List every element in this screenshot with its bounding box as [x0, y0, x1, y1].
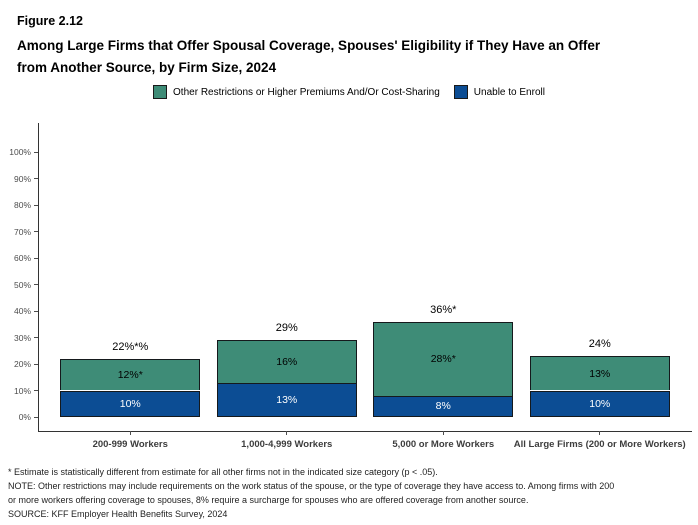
bar-segment: 13%	[216, 382, 357, 417]
y-axis-tick-label: 50%	[13, 279, 31, 290]
y-axis-tick-label: 30%	[13, 332, 31, 343]
x-axis-tick	[442, 431, 444, 435]
footnotes: * Estimate is statistically different fr…	[8, 465, 694, 521]
x-axis-category-label: 5,000 or More Workers	[392, 439, 495, 450]
y-axis-tick	[34, 231, 38, 232]
bar-segment: 10%	[529, 390, 670, 417]
x-axis-tick	[599, 431, 601, 435]
legend-item: Unable to Enroll	[453, 85, 545, 99]
y-axis-tick-label: 20%	[13, 359, 31, 369]
y-axis-tick	[34, 204, 38, 206]
bar-total-label: 22%*%	[112, 340, 149, 353]
y-axis-tick-label: 70%	[13, 226, 31, 237]
y-axis-tick	[34, 390, 38, 391]
footnote-line: or more workers offering coverage to spo…	[8, 495, 529, 505]
y-axis-line	[38, 123, 39, 431]
bar-segment: 16%	[216, 340, 357, 383]
x-axis-category-label: 1,000-4,999 Workers	[241, 439, 333, 450]
y-axis-tick-label: 40%	[13, 306, 31, 316]
y-axis-tick	[34, 337, 38, 338]
y-axis-tick-label: 100%	[9, 147, 31, 157]
y-axis-tick	[34, 363, 38, 365]
y-axis-tick	[34, 284, 38, 285]
y-axis-tick-label: 60%	[13, 253, 31, 263]
x-axis-tick	[129, 431, 131, 435]
legend-item: Other Restrictions or Higher Premiums An…	[153, 85, 440, 99]
bar-total-label: 24%	[588, 338, 611, 351]
bar-segment: 12%*	[60, 358, 201, 391]
y-axis-tick	[34, 178, 38, 179]
legend-swatch-icon	[453, 85, 468, 99]
legend-swatch-icon	[153, 85, 168, 99]
y-axis-tick	[34, 257, 38, 259]
x-axis-tick	[286, 431, 288, 435]
bar-segment: 8%	[373, 395, 514, 417]
y-axis-tick-label: 0%	[18, 412, 31, 422]
figure-title-line2: from Another Source, by Firm Size, 2024	[17, 60, 277, 75]
legend-label: Unable to Enroll	[473, 86, 545, 98]
bar-segment: 13%	[529, 356, 670, 391]
bar-total-label: 29%	[275, 322, 298, 335]
figure-title-line1: Among Large Firms that Offer Spousal Cov…	[17, 38, 601, 53]
footnote-line: * Estimate is statistically different fr…	[8, 467, 438, 477]
y-axis-tick-label: 90%	[13, 173, 31, 184]
legend-label: Other Restrictions or Higher Premiums An…	[173, 86, 440, 98]
y-axis-tick-label: 80%	[13, 200, 31, 210]
footnote-line: NOTE: Other restrictions may include req…	[8, 481, 615, 491]
x-axis-category-label: 200-999 Workers	[92, 439, 168, 450]
bar-segment: 28%*	[373, 321, 514, 396]
bar-segment: 10%	[60, 390, 201, 417]
x-axis-category-label: All Large Firms (200 or More Workers)	[513, 439, 686, 450]
bar-total-label: 36%*	[430, 303, 457, 316]
chart-legend: Other Restrictions or Higher Premiums An…	[0, 85, 698, 99]
y-axis-tick	[34, 310, 38, 312]
y-axis-tick	[34, 151, 38, 153]
figure-number: Figure 2.12	[17, 14, 83, 28]
figure-title: Among Large Firms that Offer Spousal Cov…	[17, 35, 677, 79]
x-axis-line	[38, 431, 692, 432]
footnote-line: SOURCE: KFF Employer Health Benefits Sur…	[8, 509, 228, 519]
y-axis-tick	[34, 416, 38, 418]
y-axis-tick-label: 10%	[13, 385, 31, 396]
